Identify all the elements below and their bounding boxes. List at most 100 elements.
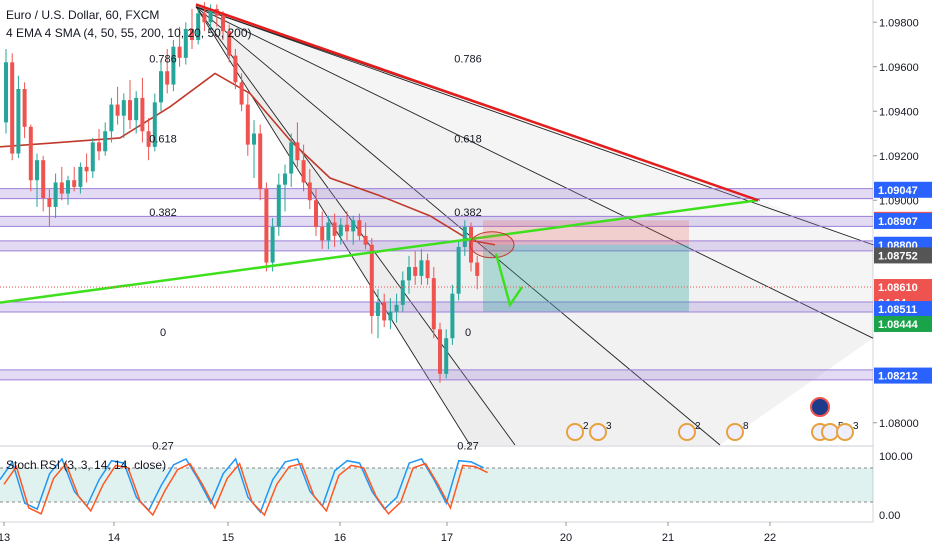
candle-body xyxy=(431,278,436,330)
fib-label: 0.618 xyxy=(149,133,177,145)
price-label: 1.09047 xyxy=(878,185,918,197)
fan-line xyxy=(195,6,874,246)
fib-label: 0.786 xyxy=(149,53,177,65)
fib-label: 0.786 xyxy=(454,53,482,65)
candle-body xyxy=(35,160,39,181)
candle-body xyxy=(258,133,263,190)
price-label: 1.08212 xyxy=(878,371,918,383)
event-badge-count: 2 xyxy=(583,421,589,432)
candle-body xyxy=(301,160,306,183)
support-resistance-zone xyxy=(0,369,873,380)
candle-body xyxy=(276,184,281,227)
price-label-box xyxy=(874,279,932,296)
fan-line xyxy=(195,6,721,446)
fib-label: 0 xyxy=(160,327,166,339)
fan-line xyxy=(195,6,516,446)
candle-body xyxy=(146,131,151,147)
price-label: 1.08444 xyxy=(878,319,919,331)
event-badge-icon xyxy=(726,423,744,441)
candle-body xyxy=(289,142,294,174)
candle-body xyxy=(314,200,318,227)
price-label-box xyxy=(874,247,932,264)
candle-body xyxy=(376,302,380,316)
plot-background xyxy=(0,0,873,445)
candle-body xyxy=(239,82,244,105)
candle-body xyxy=(307,182,312,201)
candle-body xyxy=(332,222,337,236)
fib-label: 0 xyxy=(465,327,471,339)
fib-label: 0.618 xyxy=(454,133,482,145)
candle-body xyxy=(413,267,418,276)
candle-body xyxy=(183,28,188,58)
stoch-upper-label: 100.00 xyxy=(879,451,913,463)
candle-body xyxy=(16,89,21,154)
candle-body xyxy=(115,104,120,116)
price-label-box xyxy=(874,315,932,332)
fib-label: 0.27 xyxy=(457,440,478,452)
candle-body xyxy=(28,126,33,181)
candle-body xyxy=(196,13,201,41)
x-tick-label: 15 xyxy=(222,532,234,544)
price-axis-background xyxy=(873,0,932,550)
fib-label: 0.382 xyxy=(454,207,482,219)
candle-body xyxy=(41,160,46,199)
candle-body xyxy=(221,15,225,32)
y-tick-label: 1.09400 xyxy=(879,106,919,118)
support-resistance-zone xyxy=(0,188,873,199)
candle-body xyxy=(382,302,387,321)
candle-body xyxy=(72,180,77,187)
candle-body xyxy=(394,304,399,312)
highlight-ellipse xyxy=(469,231,515,259)
support-resistance-zone xyxy=(0,216,873,227)
y-tick-label: 1.09200 xyxy=(879,151,919,163)
candle-body xyxy=(208,8,213,23)
candle-body xyxy=(140,97,145,132)
candle-body xyxy=(78,166,83,187)
support-resistance-zone xyxy=(0,240,873,251)
stoch-lower-label: 0.00 xyxy=(879,510,900,522)
price-label-box xyxy=(874,301,932,318)
candle-body xyxy=(177,46,182,58)
fan-band xyxy=(196,6,873,446)
candle-body xyxy=(53,182,58,207)
x-tick-label: 13 xyxy=(0,532,10,544)
candle-body xyxy=(121,100,126,116)
chart-title: Euro / U.S. Dollar, 60, FXCM xyxy=(6,8,160,22)
candle-body xyxy=(363,235,368,245)
event-badge-count: 2 xyxy=(695,421,701,432)
candle-body xyxy=(469,226,473,263)
x-tick-label: 17 xyxy=(441,532,453,544)
candle-body xyxy=(4,62,8,123)
y-tick-label: 1.09000 xyxy=(879,195,919,207)
x-tick-label: 21 xyxy=(662,532,674,544)
candle-body xyxy=(283,173,287,185)
y-tick-label: 1.09600 xyxy=(879,62,919,74)
candle-body xyxy=(369,244,374,316)
red-trendline xyxy=(195,3,759,202)
candle-body xyxy=(22,89,27,127)
candle-body xyxy=(295,142,300,161)
event-badge-icon xyxy=(810,397,830,417)
price-label: 1.08511 xyxy=(878,304,917,316)
candle-body xyxy=(345,224,349,232)
candle-body xyxy=(388,311,393,321)
support-resistance-zone xyxy=(0,302,873,313)
x-tick-label: 16 xyxy=(334,532,346,544)
candle-body xyxy=(320,226,325,241)
candle-body xyxy=(152,102,157,147)
candle-body xyxy=(462,226,467,247)
candle-body xyxy=(109,104,114,132)
candle-body xyxy=(419,260,424,276)
candle-body xyxy=(47,198,52,207)
candle-body xyxy=(326,222,331,241)
price-label: 1.08610 xyxy=(878,282,918,294)
ema-line xyxy=(0,72,496,246)
x-tick-label: 22 xyxy=(764,532,776,544)
candle-body xyxy=(84,166,89,172)
candle-body xyxy=(475,262,480,276)
fan-line xyxy=(195,6,874,339)
candle-body xyxy=(202,13,207,23)
candle-body xyxy=(264,189,269,263)
